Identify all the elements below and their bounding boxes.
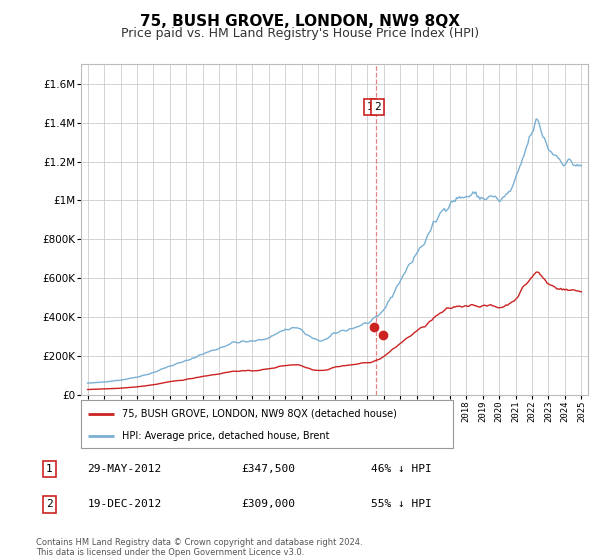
- Text: 75, BUSH GROVE, LONDON, NW9 8QX: 75, BUSH GROVE, LONDON, NW9 8QX: [140, 14, 460, 29]
- Text: HPI: Average price, detached house, Brent: HPI: Average price, detached house, Bren…: [122, 431, 329, 441]
- Text: 1: 1: [46, 464, 53, 474]
- Text: £347,500: £347,500: [241, 464, 295, 474]
- Text: 29-MAY-2012: 29-MAY-2012: [88, 464, 161, 474]
- Text: Contains HM Land Registry data © Crown copyright and database right 2024.
This d: Contains HM Land Registry data © Crown c…: [36, 538, 362, 557]
- Text: 1: 1: [367, 102, 373, 112]
- Text: 2: 2: [374, 102, 381, 112]
- Text: Price paid vs. HM Land Registry's House Price Index (HPI): Price paid vs. HM Land Registry's House …: [121, 27, 479, 40]
- Text: 19-DEC-2012: 19-DEC-2012: [88, 500, 161, 510]
- Text: 46% ↓ HPI: 46% ↓ HPI: [371, 464, 431, 474]
- Text: 55% ↓ HPI: 55% ↓ HPI: [371, 500, 431, 510]
- Text: 2: 2: [46, 500, 53, 510]
- Text: £309,000: £309,000: [241, 500, 295, 510]
- Text: 75, BUSH GROVE, LONDON, NW9 8QX (detached house): 75, BUSH GROVE, LONDON, NW9 8QX (detache…: [122, 409, 397, 419]
